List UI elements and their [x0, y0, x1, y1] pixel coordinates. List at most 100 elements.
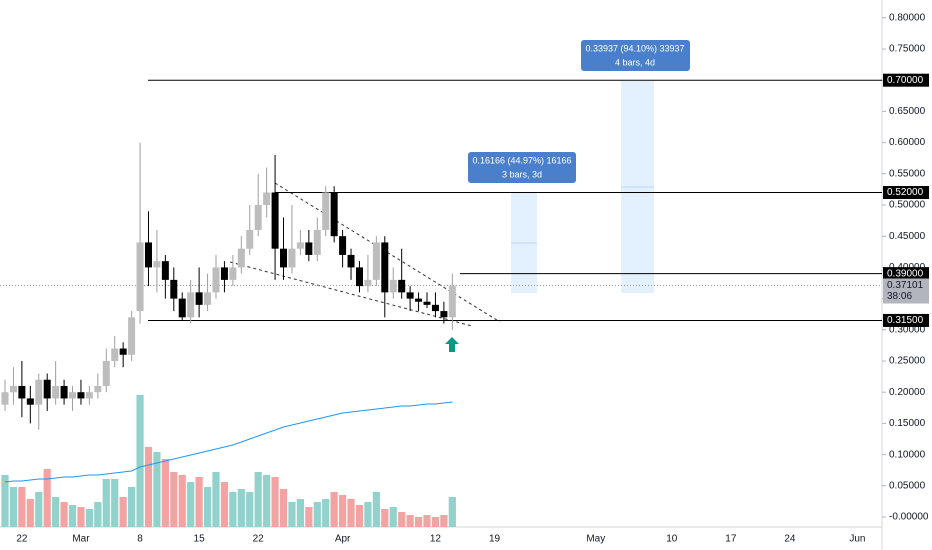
volume-bar [414, 517, 423, 527]
candle-body [204, 292, 212, 305]
volume-bar [170, 472, 178, 527]
candle-body [153, 261, 161, 268]
level-label: 0.70000 [887, 75, 924, 86]
candle-body [381, 242, 389, 293]
volume-bar [212, 472, 220, 527]
x-tick-label: 19 [489, 534, 501, 545]
x-tick-label: 12 [430, 534, 442, 545]
candle-body [212, 267, 220, 293]
level-label-box [883, 186, 929, 200]
level-label-box [883, 313, 929, 327]
last-price-label: 0.37101 [887, 280, 924, 291]
volume-bar [406, 515, 414, 527]
level-label-box [883, 267, 929, 281]
volume-bar [26, 499, 34, 527]
volume-bar [136, 395, 144, 527]
volume-bar [254, 472, 262, 527]
volume-bar [9, 487, 18, 527]
volume-bar [330, 492, 338, 527]
x-tick-label: 22 [253, 534, 265, 545]
x-tick-label: 24 [784, 534, 796, 545]
volume-bar [288, 502, 296, 527]
volume-bar [60, 502, 68, 527]
x-tick-label: Apr [335, 534, 351, 545]
volume-bar [144, 447, 153, 527]
y-tick-label: 0.25000 [889, 356, 926, 367]
volume-bar [355, 505, 364, 527]
volume-bar [313, 502, 321, 527]
volume-bar [389, 507, 397, 527]
candle-body [254, 204, 262, 230]
y-tick-label: 0.60000 [889, 137, 926, 148]
volume-bar [77, 507, 85, 527]
level-label: 0.52000 [887, 187, 924, 198]
candle-body [144, 242, 152, 268]
volume-bar [440, 515, 448, 527]
volume-bar [237, 489, 245, 527]
measure-box [581, 40, 690, 71]
volume-bar [187, 482, 195, 527]
candle-body [94, 385, 102, 393]
candle-body [355, 267, 363, 287]
volume-bar [220, 482, 229, 527]
candle-body [372, 242, 380, 280]
y-tick-label: 0.75000 [889, 44, 926, 55]
volume-bar [119, 497, 127, 527]
candle-body [305, 242, 313, 255]
candle-body [26, 398, 34, 405]
candle-body [280, 248, 288, 268]
volume-bar [305, 507, 313, 527]
candle-body [195, 292, 203, 305]
volume-bar [195, 477, 203, 527]
volume-bar [35, 492, 43, 527]
level-label: 0.39000 [887, 268, 924, 279]
candle-body [423, 301, 431, 305]
last-price-box [883, 278, 929, 304]
x-tick-label: 8 [137, 534, 143, 545]
level-label-box [883, 73, 929, 87]
volume-bar [128, 487, 136, 527]
volume-bar [111, 479, 119, 527]
volume-bar [423, 515, 431, 527]
volume-bar [322, 499, 330, 527]
candle-body [136, 242, 144, 312]
volume-bar [178, 475, 186, 527]
candle-body [406, 292, 414, 299]
candle-body [263, 192, 271, 205]
candle-body [229, 267, 237, 280]
volume-bar [296, 499, 304, 527]
candle-body [60, 385, 68, 399]
y-tick-label: 0.30000 [889, 324, 926, 335]
x-tick-label: May [586, 534, 605, 545]
measure-label: 0.16166 (44.97%) 16166 [472, 155, 571, 165]
volume-bar [1, 475, 9, 527]
candle-body [1, 392, 9, 405]
volume-bar [372, 492, 380, 527]
candle-body [440, 311, 448, 318]
candle-body [35, 379, 43, 405]
candle-body [271, 192, 279, 249]
y-tick-label: 0.20000 [889, 387, 926, 398]
candle-body [111, 348, 119, 362]
x-tick-label: Mar [72, 534, 90, 545]
volume-bar [263, 475, 271, 527]
candle-body [69, 392, 77, 399]
volume-bar [203, 487, 212, 527]
volume-bar [229, 492, 237, 527]
candle-body [347, 254, 355, 268]
volume-bar [102, 479, 110, 527]
candle-body [85, 392, 93, 399]
x-tick-label: Jun [849, 534, 865, 545]
volume-bar [94, 502, 102, 527]
candle-body [220, 267, 228, 280]
volume-bar [43, 469, 51, 527]
signal-arrow [445, 337, 459, 352]
candle-body [246, 229, 254, 249]
candle-body [313, 229, 321, 255]
volume-bar [279, 489, 288, 527]
volume-bar [68, 505, 77, 527]
volume-bar [339, 495, 347, 527]
volume-bar [347, 499, 355, 527]
candle-body [296, 242, 304, 249]
